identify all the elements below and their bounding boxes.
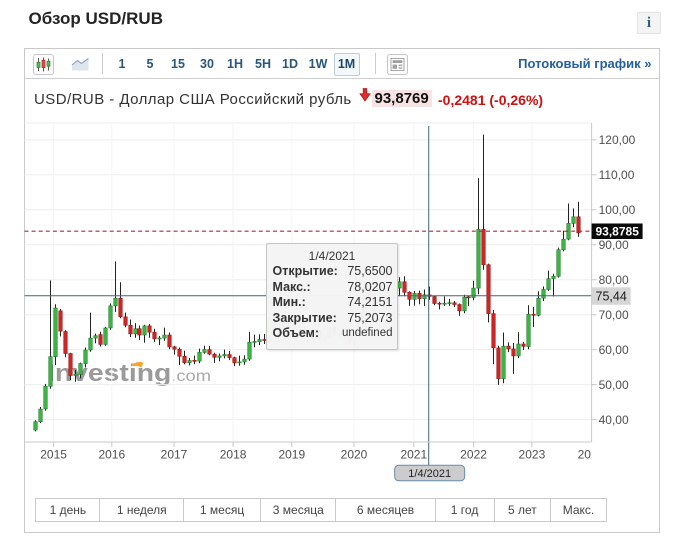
svg-text:120,00: 120,00: [599, 133, 636, 147]
svg-text:2016: 2016: [98, 448, 125, 462]
svg-text:93,8785: 93,8785: [596, 225, 640, 239]
svg-text:75,44: 75,44: [596, 290, 627, 304]
svg-text:2021: 2021: [400, 448, 427, 462]
svg-text:80,00: 80,00: [599, 273, 629, 287]
svg-text:2023: 2023: [519, 448, 546, 462]
svg-text:2022: 2022: [460, 448, 487, 462]
svg-text:50,00: 50,00: [599, 378, 629, 392]
svg-text:40,00: 40,00: [599, 413, 629, 427]
svg-text:110,00: 110,00: [599, 168, 635, 182]
svg-text:2017: 2017: [161, 448, 188, 462]
svg-text:90,00: 90,00: [599, 238, 629, 252]
svg-text:2020: 2020: [341, 448, 368, 462]
svg-text:2015: 2015: [40, 448, 67, 462]
svg-text:2019: 2019: [278, 448, 305, 462]
svg-text:20: 20: [578, 448, 592, 462]
svg-text:60,00: 60,00: [599, 343, 629, 357]
svg-text:1/4/2021: 1/4/2021: [408, 468, 451, 480]
svg-text:100,00: 100,00: [599, 203, 636, 217]
svg-text:2018: 2018: [220, 448, 247, 462]
svg-text:70,00: 70,00: [599, 308, 629, 322]
